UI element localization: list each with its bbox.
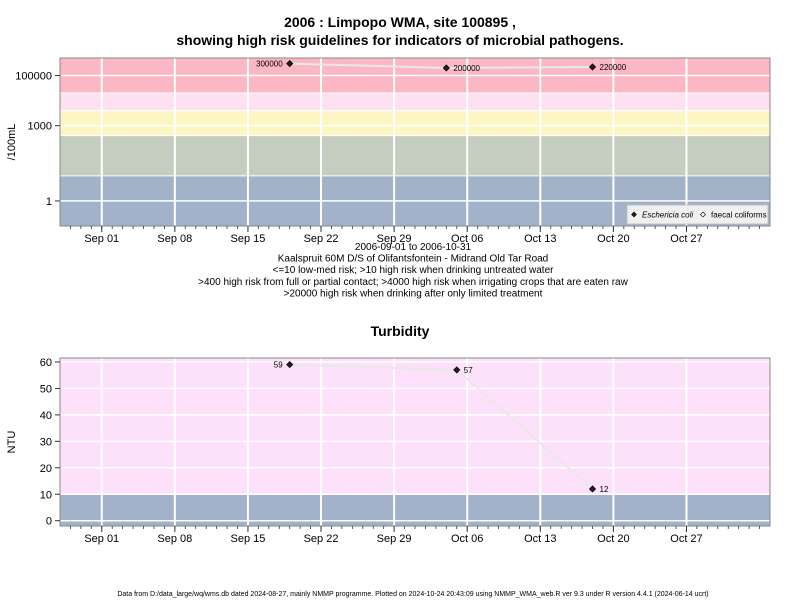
y-tick-label-1-6: 60 (40, 357, 52, 369)
risk-band-0-1 (60, 135, 770, 176)
risk-band-0-3 (60, 93, 770, 111)
chart-title-1: Turbidity (371, 323, 430, 339)
x-tick-label-0-4: Sep 29 (377, 233, 412, 245)
data-label-1-0-1: 57 (464, 366, 473, 375)
data-label-0-0-1: 200000 (453, 64, 480, 73)
y-tick-label-1-4: 40 (40, 410, 52, 422)
x-caption-line-2: <=10 low-med risk; >10 high risk when dr… (273, 265, 555, 276)
x-tick-label-1-6: Oct 13 (524, 533, 556, 545)
x-tick-label-1-7: Oct 20 (597, 533, 629, 545)
x-tick-label-0-2: Sep 15 (231, 233, 266, 245)
y-tick-label-0-0: 1 (46, 196, 52, 208)
data-point-1-0-2 (588, 485, 597, 493)
x-tick-label-1-3: Sep 22 (304, 533, 339, 545)
legend-box (626, 204, 769, 225)
x-caption-line-0: 2006-09-01 to 2006-10-31 (355, 242, 472, 253)
x-tick-label-0-3: Sep 22 (304, 233, 339, 245)
x-tick-label-1-5: Oct 06 (451, 533, 483, 545)
footer-note: Data from D:/data_large/wq/wms.db dated … (117, 591, 708, 598)
y-tick-label-1-1: 10 (40, 489, 52, 501)
x-tick-label-1-4: Sep 29 (377, 533, 412, 545)
data-point-0-0-1 (442, 64, 450, 72)
legend-label-faecal: faecal coliforms (711, 211, 767, 220)
risk-band-1-1 (60, 358, 770, 495)
x-tick-label-0-0: Sep 01 (84, 233, 119, 245)
y-tick-label-1-5: 50 (40, 383, 52, 395)
y-tick-label-0-2: 100000 (15, 71, 52, 83)
legend-marker-faecal (700, 211, 706, 218)
y-tick-label-1-3: 30 (40, 436, 52, 448)
x-tick-label-1-8: Oct 27 (670, 533, 702, 545)
x-caption-line-1: Kaalspruit 60M D/S of Olifantsfontein - … (278, 254, 549, 265)
chart-subtitle-0: showing high risk guidelines for indicat… (176, 32, 623, 48)
x-tick-label-1-2: Sep 15 (231, 533, 266, 545)
data-label-1-0-2: 12 (600, 485, 609, 494)
data-label-0-0-2: 220000 (600, 63, 627, 72)
data-label-1-0-0: 59 (274, 361, 283, 370)
y-axis-label-0: /100mL (6, 124, 18, 161)
x-tick-label-0-1: Sep 08 (157, 233, 192, 245)
x-caption-line-3: >400 high risk from full or partial cont… (198, 277, 628, 288)
data-point-0-0-0 (286, 59, 294, 68)
chart-title-0: 2006 : Limpopo WMA, site 100895 , (284, 14, 516, 30)
x-tick-label-0-7: Oct 20 (597, 233, 629, 245)
x-tick-label-0-8: Oct 27 (670, 233, 702, 245)
y-tick-label-1-0: 0 (46, 516, 52, 528)
x-tick-label-0-6: Oct 13 (524, 233, 556, 245)
legend-label-ecoli: Eschericia coli (642, 211, 693, 220)
data-point-1-0-1 (453, 366, 461, 374)
x-caption-line-4: >20000 high risk when drinking after onl… (284, 288, 543, 299)
x-tick-label-0-5: Oct 06 (451, 233, 483, 245)
data-label-0-0-0: 300000 (256, 60, 283, 69)
y-axis-label-1: NTU (6, 431, 18, 454)
y-tick-label-1-2: 20 (40, 463, 52, 475)
data-point-0-0-2 (588, 63, 597, 71)
y-tick-label-0-1: 1000 (28, 121, 52, 133)
legend-marker-ecoli (631, 211, 637, 218)
data-point-1-0-0 (286, 361, 294, 369)
x-tick-label-1-1: Sep 08 (157, 533, 192, 545)
risk-band-0-2 (60, 110, 770, 136)
x-tick-label-1-0: Sep 01 (84, 533, 119, 545)
